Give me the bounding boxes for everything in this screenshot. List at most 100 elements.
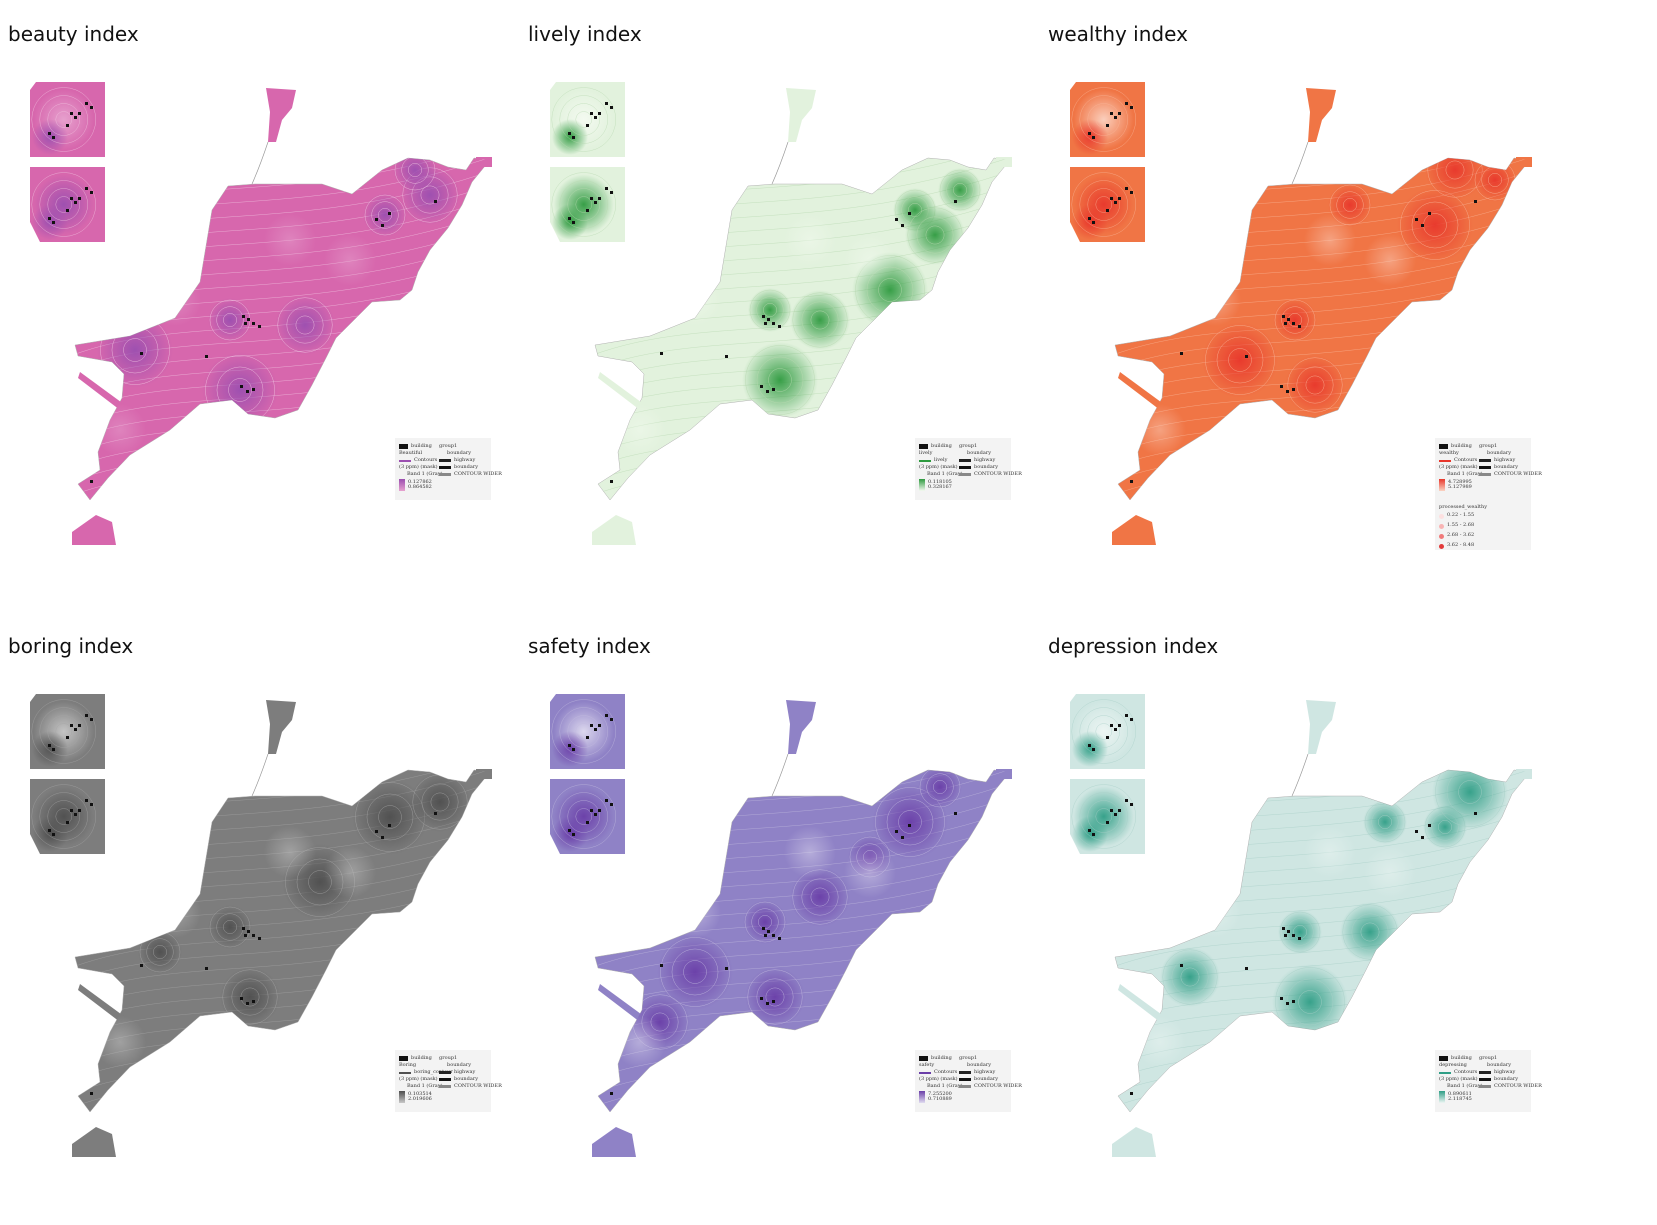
legend-boundary-2: boundary	[454, 463, 479, 470]
legend-max: 5.127989	[1448, 484, 1472, 490]
legend-boundary: boundary	[447, 1061, 472, 1068]
map-legend: building wealthy Contours (3 ppm) (mask) Ban…	[1435, 438, 1542, 550]
class-dot	[1439, 533, 1444, 539]
island	[592, 515, 636, 545]
contour-wider-swatch	[1479, 1085, 1491, 1088]
legend-field: wealthy	[1439, 449, 1459, 456]
legend-min: 0.127862	[408, 478, 432, 485]
legend-contour-wider: CONTOUR WIDER	[454, 1082, 502, 1089]
map-panel-wealthy: wealthy index building wealthy Contours (3 …	[1040, 0, 1592, 612]
map-legend: building Boring boring_contour (3 ppm) (mas…	[395, 1050, 502, 1112]
map-panel-safety: safety index building safety Contours (3 pp…	[520, 612, 1072, 1224]
legend-max: 2.019606	[408, 1096, 432, 1102]
gradient-swatch	[919, 1091, 925, 1103]
panel-title: beauty index	[8, 22, 139, 46]
panel-title: safety index	[528, 634, 651, 658]
inset-map	[1070, 167, 1145, 242]
legend-highway: highway	[1494, 1068, 1516, 1075]
island	[1112, 515, 1156, 545]
contour-wider-swatch	[439, 473, 451, 476]
inset-map	[550, 694, 625, 769]
legend-building: building	[1451, 442, 1472, 449]
map-legend: building depressing Contours (3 ppm) (mask)…	[1435, 1050, 1542, 1112]
panel-title: depression index	[1048, 634, 1219, 658]
gradient-swatch	[399, 479, 405, 491]
legend-highway: highway	[974, 456, 996, 463]
building-swatch	[919, 444, 928, 449]
inset-map	[30, 167, 105, 242]
building-swatch	[1439, 444, 1448, 449]
legend-class: 2.68 - 3.62	[1447, 532, 1475, 539]
contour-swatch	[919, 459, 931, 462]
inset-map	[30, 82, 105, 157]
legend-contour-wider: CONTOUR WIDER	[454, 470, 502, 477]
contour-swatch	[399, 1071, 411, 1074]
legend-boundary-2: boundary	[1494, 463, 1519, 470]
legend-boundary: boundary	[1487, 449, 1512, 456]
contour-wider-swatch	[959, 1085, 971, 1088]
map-canvas	[550, 694, 1012, 1157]
legend-boundary: boundary	[1487, 1061, 1512, 1068]
legend-contours: Contours	[1454, 456, 1478, 463]
map-panel-beauty: beauty index building Beautiful Contours (3…	[0, 0, 552, 612]
map-canvas	[1070, 694, 1532, 1157]
panel-title: boring index	[8, 634, 134, 658]
legend-min: 0.890611	[1448, 1090, 1472, 1097]
legend-band: Band 1 (Gray)	[407, 470, 443, 477]
legend-field: safety	[919, 1061, 935, 1068]
highway-swatch	[959, 1071, 971, 1074]
boundary-swatch	[959, 466, 971, 469]
highway-swatch	[439, 459, 451, 462]
legend-boundary-2: boundary	[1494, 1075, 1519, 1082]
legend-group: group1	[959, 1054, 978, 1061]
legend-highway: highway	[454, 1068, 476, 1075]
building-swatch	[1439, 1056, 1448, 1061]
gradient-swatch	[1439, 479, 1445, 491]
legend-building: building	[931, 1054, 952, 1061]
highway-swatch	[439, 1071, 451, 1074]
gradient-swatch	[919, 479, 925, 491]
legend-highway: highway	[454, 456, 476, 463]
legend-highway: highway	[974, 1068, 996, 1075]
building-cluster	[610, 200, 957, 483]
legend-max: 0.710889	[928, 1096, 952, 1102]
legend-raster: (3 ppm) (mask)	[919, 463, 958, 470]
inset-map	[30, 694, 105, 769]
legend-group: group1	[1479, 1054, 1498, 1061]
map-canvas	[1070, 82, 1532, 545]
building-cluster	[1130, 200, 1477, 483]
legend-group: group1	[1479, 442, 1498, 449]
legend-max: 0.328167	[928, 484, 952, 490]
legend-boundary-2: boundary	[974, 463, 999, 470]
building-swatch	[399, 444, 408, 449]
building-cluster	[1130, 812, 1477, 1095]
highway-swatch	[1479, 459, 1491, 462]
gradient-swatch	[1439, 1091, 1445, 1103]
legend-group: group1	[439, 442, 458, 449]
legend-raster: (3 ppm) (mask)	[1439, 1075, 1478, 1082]
legend-field: depressing	[1439, 1061, 1467, 1068]
map-canvas	[30, 694, 492, 1157]
panel-title: lively index	[528, 22, 642, 46]
inset-map	[550, 779, 625, 854]
inset-map	[1070, 694, 1145, 769]
map-legend: building lively lively (3 ppm) (mask) Band 1…	[915, 438, 1022, 500]
legend-contour-wider: CONTOUR WIDER	[1494, 1082, 1542, 1089]
boundary-swatch	[1479, 466, 1491, 469]
legend-contours: Contours	[1454, 1068, 1478, 1075]
inset-map	[30, 779, 105, 854]
class-dot	[1439, 543, 1444, 549]
contour-wider-swatch	[1479, 473, 1491, 476]
legend-band: Band 1 (Gray)	[1447, 1082, 1483, 1089]
map-canvas	[30, 82, 492, 545]
map-canvas	[550, 82, 1012, 545]
map-legend: building safety Contours (3 ppm) (mask) Band…	[915, 1050, 1022, 1112]
island	[72, 515, 116, 545]
legend-boundary: boundary	[447, 449, 472, 456]
legend-highway: highway	[1494, 456, 1516, 463]
map-panel-boring: boring index building Boring boring_contou…	[0, 612, 552, 1224]
legend-group: group1	[959, 442, 978, 449]
legend-class: 1.55 - 2.68	[1447, 522, 1475, 529]
legend-boundary-2: boundary	[454, 1075, 479, 1082]
class-dot	[1439, 513, 1444, 519]
